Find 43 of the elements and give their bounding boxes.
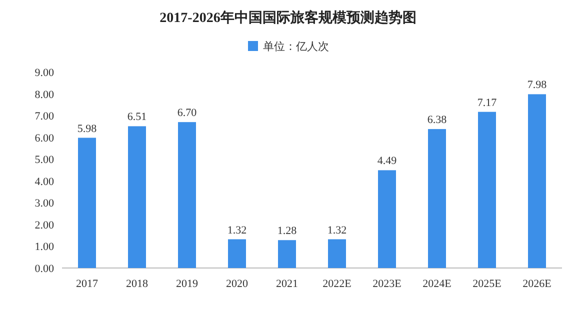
text: 1.28 xyxy=(277,225,297,238)
bar xyxy=(378,170,396,268)
bar xyxy=(478,112,496,268)
text: 7.17 xyxy=(477,96,497,109)
x-tick-label: 2023E xyxy=(372,278,402,290)
x-tick-label: 2021 xyxy=(276,278,298,290)
y-tick-label: 6.00 xyxy=(34,132,54,144)
bar xyxy=(228,239,246,268)
text: 1.32 xyxy=(227,224,247,236)
bar xyxy=(178,122,196,268)
x-tick-label: 2017 xyxy=(76,278,98,290)
x-tick-label: 2022E xyxy=(322,278,352,290)
legend: 单位：亿人次 xyxy=(248,41,329,53)
x-tick-label: 2024E xyxy=(422,278,452,290)
y-tick-label: 9.00 xyxy=(34,67,54,79)
y-tick-label: 7.00 xyxy=(34,110,54,123)
y-tick-label: 3.00 xyxy=(34,198,54,210)
bar xyxy=(328,239,346,268)
text: 6.70 xyxy=(177,107,197,120)
chart-title: 2017-2026年中国国际旅客规模预测趋势图 xyxy=(160,9,416,26)
y-tick-label: 5.00 xyxy=(34,154,54,166)
x-tick-label: 2020 xyxy=(226,278,248,290)
legend-label: 单位：亿人次 xyxy=(263,40,329,53)
text: 6.38 xyxy=(427,114,447,126)
text: 6.51 xyxy=(127,111,147,124)
bar xyxy=(78,138,96,268)
y-tick-label: 0.00 xyxy=(34,263,54,275)
x-tick-label: 2018 xyxy=(126,278,148,290)
bar xyxy=(278,240,296,268)
bar xyxy=(128,126,146,268)
x-tick-label: 2019 xyxy=(176,278,198,290)
text: 1.32 xyxy=(327,224,347,236)
x-tick-label: 2026E xyxy=(522,278,552,290)
text: 7.98 xyxy=(527,79,547,92)
y-tick-label: 1.00 xyxy=(34,241,54,254)
text: 4.49 xyxy=(377,155,397,168)
y-tick-label: 4.00 xyxy=(34,176,54,188)
text: 5.98 xyxy=(77,122,97,135)
bar xyxy=(428,129,446,268)
x-tick-label: 2025E xyxy=(472,278,502,290)
bar xyxy=(528,94,546,268)
y-tick-label: 8.00 xyxy=(34,88,54,101)
y-tick-label: 2.00 xyxy=(34,219,54,232)
